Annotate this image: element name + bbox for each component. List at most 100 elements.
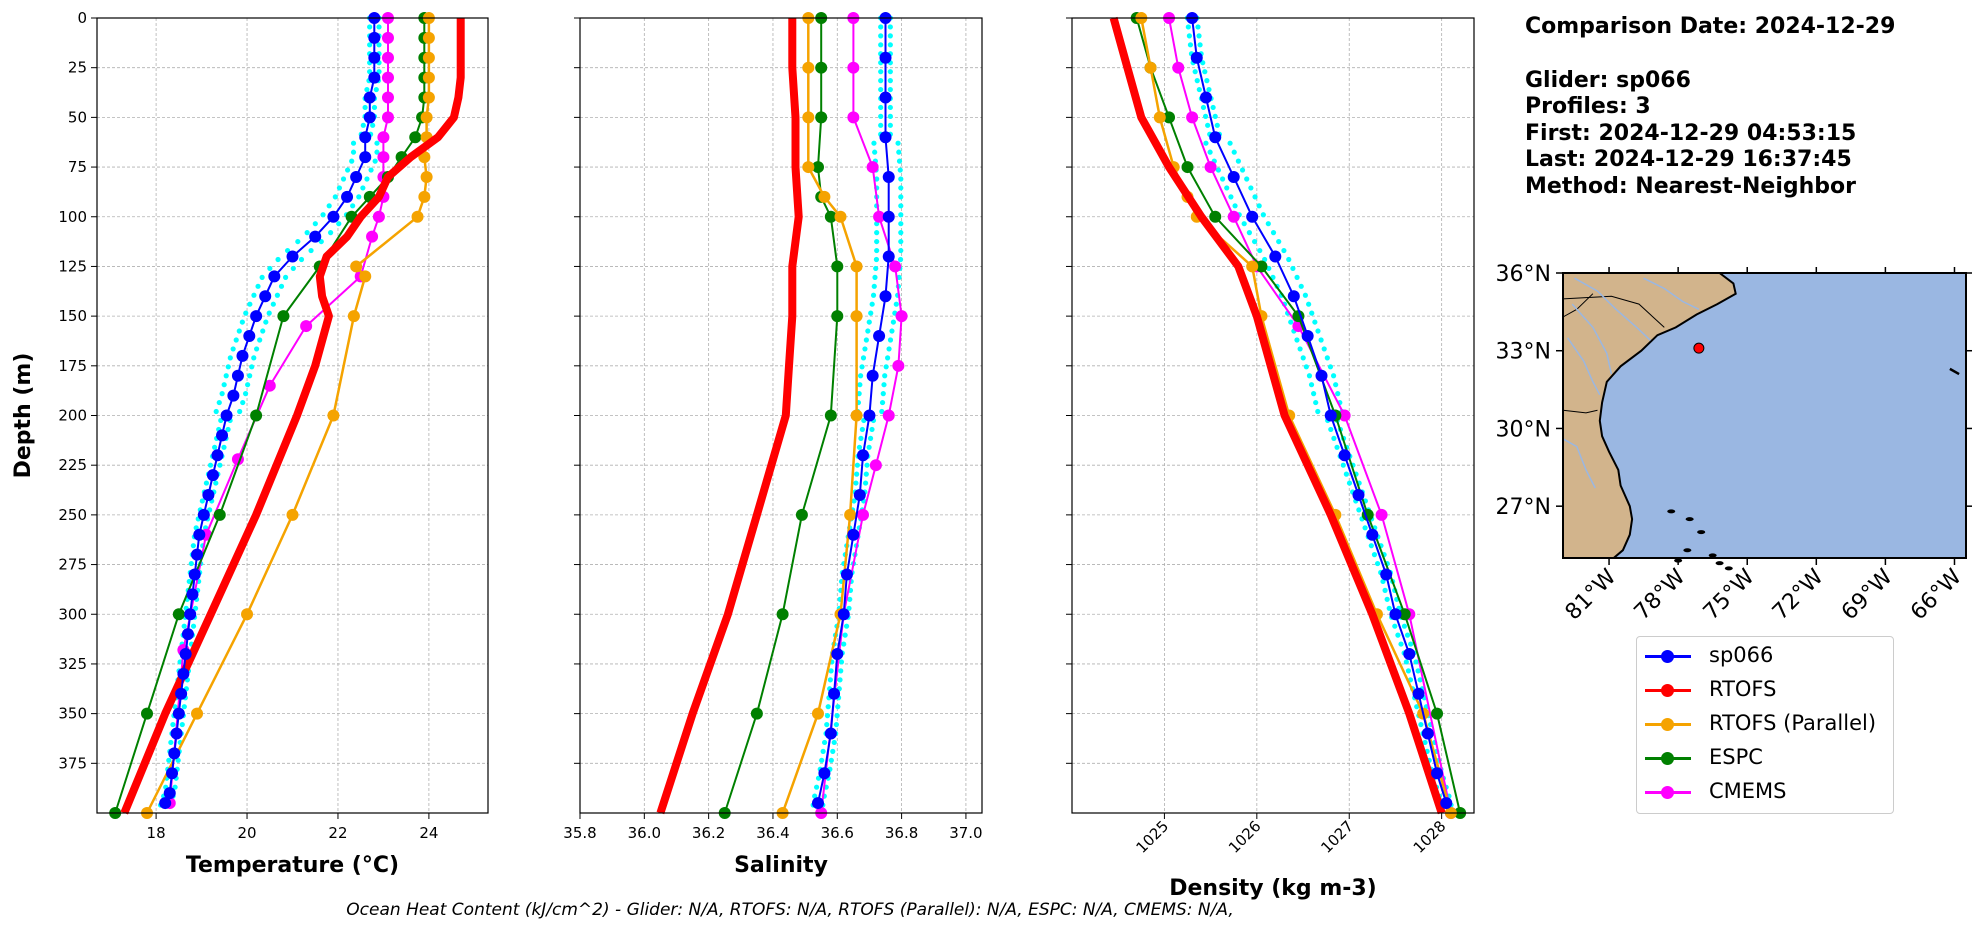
- glider-envelope-point: [1241, 221, 1247, 227]
- x-tick-label: 20: [237, 824, 256, 842]
- glider-envelope-point: [873, 265, 879, 272]
- comparison-date: Comparison Date: 2024-12-29: [1525, 14, 1896, 39]
- glider-envelope-point: [233, 337, 239, 343]
- data-point-rtofs-parallel: [350, 260, 363, 273]
- data-point-sp066: [1412, 687, 1425, 700]
- glider-envelope-point: [853, 480, 859, 486]
- glider-envelope-point: [1408, 641, 1414, 647]
- glider-envelope-point: [1185, 24, 1191, 30]
- glider-envelope-point: [364, 86, 370, 93]
- legend-marker-cmems: [1661, 786, 1674, 799]
- glider-envelope-point: [249, 364, 255, 370]
- glider-envelope-point: [896, 158, 903, 164]
- data-point-sp066: [193, 528, 206, 541]
- glider-envelope-point: [237, 408, 243, 415]
- data-point-cmems: [1186, 111, 1199, 124]
- glider-envelope-point: [887, 86, 893, 93]
- data-point-sp066: [197, 508, 210, 521]
- glider-envelope-point: [1196, 33, 1202, 39]
- glider-envelope-point: [857, 382, 863, 388]
- island: [1949, 367, 1960, 376]
- glider-envelope-point: [1312, 319, 1318, 325]
- glider-envelope-point: [336, 185, 343, 191]
- data-point-cmems: [1172, 61, 1185, 74]
- glider-envelope-point: [221, 382, 227, 388]
- glider-envelope-point: [1266, 265, 1272, 272]
- legend-label-cmems: CMEMS: [1709, 779, 1787, 803]
- glider-envelope-point: [1192, 69, 1198, 75]
- data-point-cmems: [847, 111, 860, 124]
- glider-envelope-point: [1206, 86, 1212, 93]
- glider-envelope-point: [1202, 69, 1208, 75]
- glider-envelope-point: [1187, 42, 1194, 48]
- glider-envelope-point: [878, 104, 884, 111]
- glider-envelope-point: [1313, 399, 1319, 406]
- glider-envelope-point: [207, 462, 214, 468]
- glider-envelope-point: [1371, 552, 1378, 558]
- data-point-espc: [815, 61, 828, 74]
- data-point-cmems: [366, 230, 379, 243]
- data-point-sp066: [250, 310, 263, 323]
- data-point-rtofs-parallel: [818, 190, 831, 203]
- x-tick-label: 36.4: [756, 824, 789, 842]
- glider-envelope-point: [213, 480, 219, 486]
- data-point-cmems: [372, 210, 385, 223]
- data-point-sp066: [216, 429, 229, 442]
- first-time: First: 2024-12-29 04:53:15: [1525, 121, 1857, 146]
- map-lat-label: 36°N: [1496, 262, 1551, 287]
- x-tick-label: 22: [328, 824, 347, 842]
- glider-envelope-point: [863, 471, 869, 477]
- glider-envelope-point: [878, 24, 884, 30]
- glider-envelope-point: [1270, 230, 1277, 236]
- data-point-sp066: [368, 31, 381, 44]
- data-point-espc: [750, 707, 763, 720]
- glider-envelope-point: [1294, 274, 1300, 280]
- data-point-sp066: [179, 648, 192, 660]
- glider-envelope-point: [1260, 212, 1266, 218]
- glider-envelope-point: [1306, 301, 1312, 307]
- glider-envelope-point: [838, 659, 845, 665]
- data-point-sp066: [359, 131, 372, 144]
- map-lat-label: 27°N: [1496, 495, 1551, 520]
- glider-envelope-point: [1232, 203, 1238, 209]
- data-point-sp066: [882, 210, 895, 223]
- glider-envelope-point: [878, 122, 884, 128]
- data-point-espc: [1181, 161, 1194, 174]
- glider-envelope-point: [1202, 113, 1209, 119]
- glider-envelope-point: [326, 203, 332, 209]
- glider-envelope-point: [356, 194, 362, 200]
- y-tick-label: 250: [58, 506, 87, 524]
- data-point-sp066: [879, 91, 892, 104]
- glider-envelope-point: [1257, 247, 1263, 254]
- glider-envelope-point: [227, 355, 233, 361]
- glider-envelope-point: [1362, 525, 1368, 531]
- data-point-sp066: [163, 787, 176, 800]
- glider-envelope-point: [1231, 149, 1237, 155]
- state-border: [1562, 409, 1598, 414]
- data-point-espc: [277, 310, 290, 323]
- data-point-rtofs-parallel: [802, 111, 815, 124]
- data-point-sp066: [327, 210, 340, 223]
- glider-envelope-point: [898, 221, 904, 227]
- data-point-sp066: [211, 449, 224, 462]
- y-tick-label: 100: [58, 208, 87, 226]
- map-frame: [1562, 272, 1967, 559]
- glider-envelope-point: [219, 391, 225, 397]
- glider-envelope-point: [172, 784, 178, 790]
- glider-envelope-point: [213, 408, 219, 415]
- glider-envelope-point: [1205, 122, 1211, 128]
- data-point-sp066: [243, 330, 256, 342]
- x-axis-label: Temperature (°C): [186, 853, 399, 878]
- legend-marker-rtofs-parallel: [1661, 718, 1674, 731]
- data-point-rtofs-parallel: [844, 508, 857, 521]
- y-tick-label: 225: [58, 456, 87, 474]
- glider-envelope-point: [1224, 185, 1230, 191]
- data-point-sp066: [866, 369, 879, 382]
- glider-envelope-point: [887, 122, 893, 128]
- glider-envelope-point: [345, 167, 351, 173]
- glider-envelope-point: [1374, 560, 1381, 567]
- glider-envelope-point: [890, 319, 896, 325]
- glider-envelope-point: [1248, 185, 1254, 191]
- glider-envelope-point: [243, 310, 249, 316]
- series-sp066: [811, 12, 895, 810]
